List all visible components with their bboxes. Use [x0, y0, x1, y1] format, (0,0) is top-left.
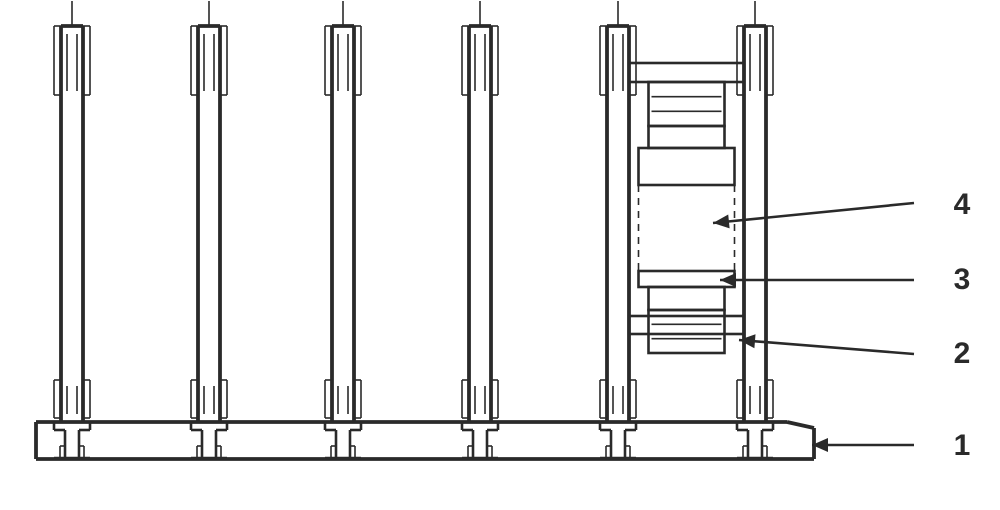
assembly — [629, 63, 744, 353]
callout: 2 — [739, 334, 970, 370]
post — [737, 1, 773, 458]
callout: 4 — [713, 188, 971, 228]
post — [600, 1, 636, 458]
callout-label: 3 — [954, 263, 971, 296]
post — [462, 1, 498, 458]
arrowhead-icon — [739, 334, 756, 348]
posts — [54, 1, 773, 458]
post — [191, 1, 227, 458]
base-rail — [36, 422, 814, 459]
callout-label: 4 — [954, 188, 971, 221]
post — [54, 1, 90, 458]
callout-label: 2 — [954, 337, 971, 370]
arrowhead-icon — [713, 214, 730, 228]
callout-label: 1 — [954, 429, 971, 462]
post — [325, 1, 361, 458]
callout: 1 — [812, 429, 970, 462]
arrowhead-icon — [720, 273, 736, 287]
callout: 3 — [720, 263, 970, 296]
